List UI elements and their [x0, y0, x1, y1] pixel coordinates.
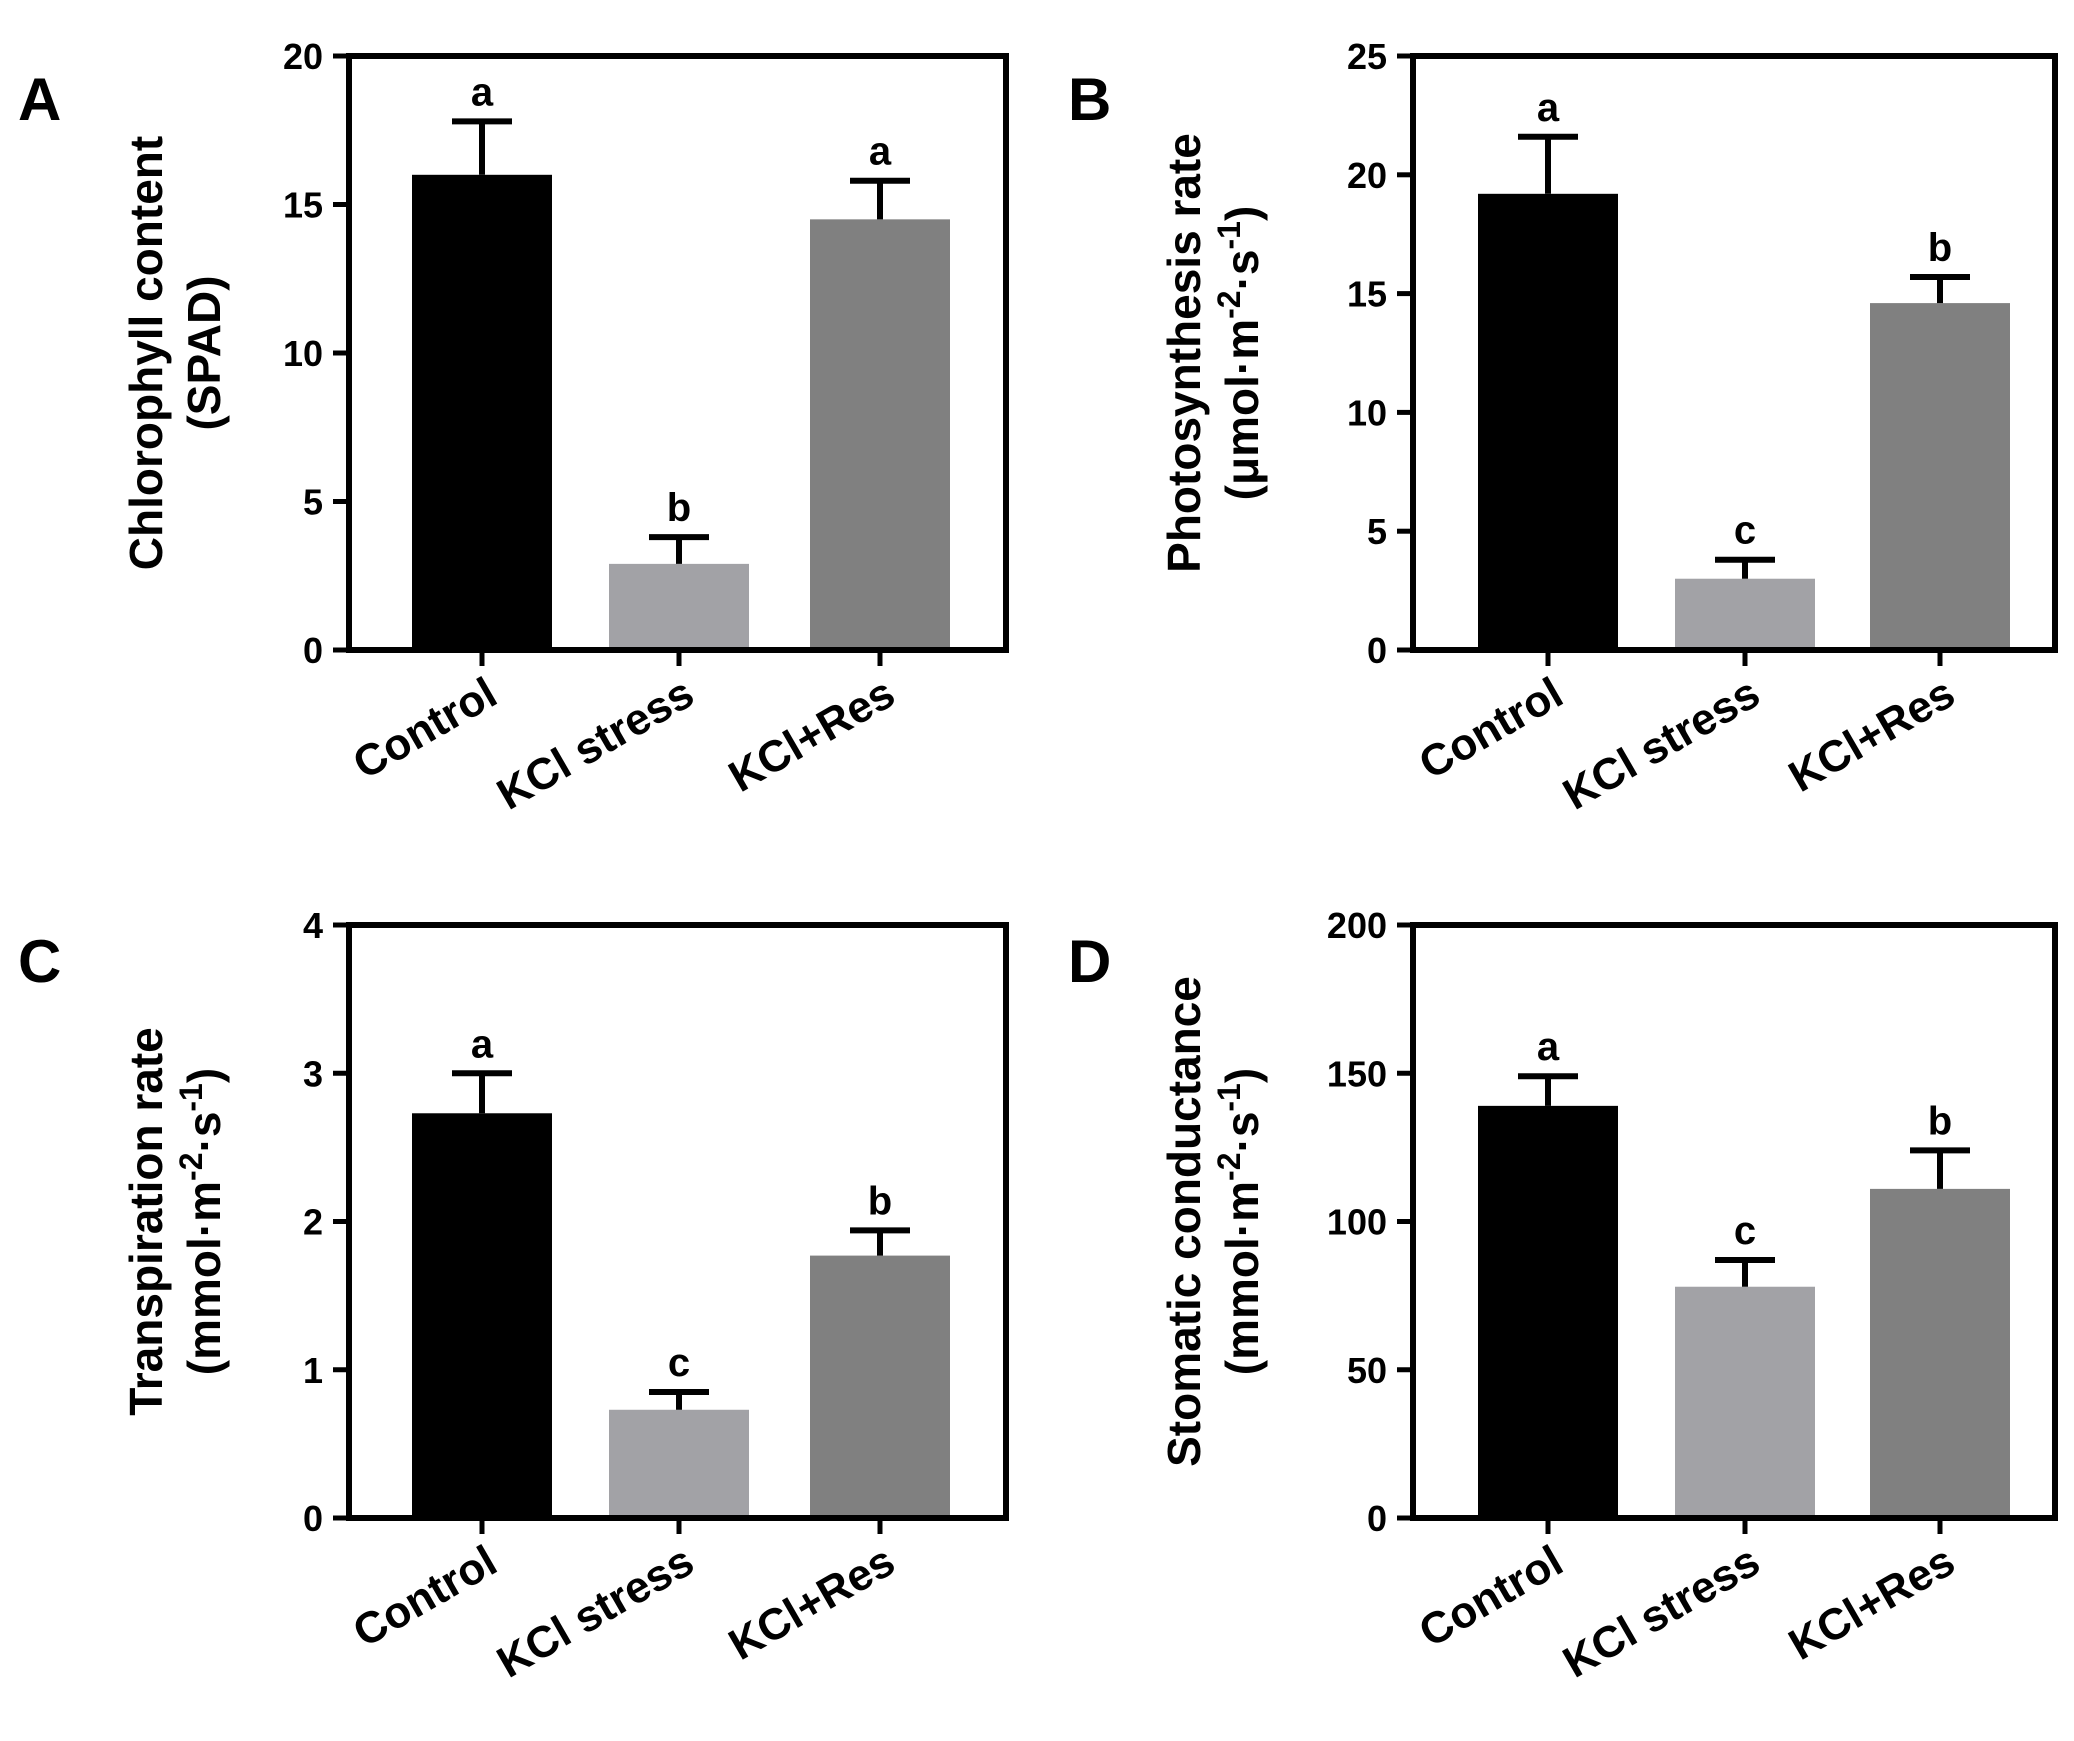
- bar-kcl-res: [1870, 303, 2010, 650]
- bar-kcl-res: [810, 219, 950, 650]
- bar-control: [1478, 1105, 1618, 1518]
- bar-kcl-res: [810, 1255, 950, 1518]
- x-tick-label: KCl stress: [1555, 1536, 1768, 1687]
- significance-letter: b: [868, 1179, 892, 1223]
- y-tick-label: 0: [1367, 1498, 1387, 1539]
- bar-kcl-stress: [609, 563, 749, 650]
- y-tick-label: 15: [283, 185, 323, 226]
- y-axis-label: (mmol·m-2·s-1): [173, 1068, 230, 1375]
- significance-letter: c: [1734, 1209, 1756, 1253]
- y-axis-label: (μmol·m-2·s-1): [1211, 206, 1268, 501]
- y-tick-label: 20: [1347, 155, 1387, 196]
- significance-letter: c: [1734, 509, 1756, 553]
- bar-control: [1478, 193, 1618, 651]
- y-tick-label: 4: [303, 905, 323, 946]
- panel-letter: A: [18, 66, 61, 133]
- bar-control: [412, 174, 552, 651]
- y-tick-label: 2: [303, 1202, 323, 1243]
- y-tick-label: 1: [303, 1350, 323, 1391]
- x-tick-label: KCl+Res: [1781, 668, 1963, 802]
- y-tick-label: 200: [1327, 905, 1387, 946]
- significance-letter: a: [1537, 1025, 1560, 1069]
- y-tick-label: 20: [283, 36, 323, 77]
- panel-letter: B: [1068, 66, 1111, 133]
- x-tick-label: KCl stress: [1555, 668, 1768, 819]
- significance-letter: b: [1928, 226, 1952, 270]
- y-tick-label: 150: [1327, 1053, 1387, 1094]
- y-axis-label: Chlorophyll content: [120, 136, 172, 570]
- x-tick-label: Control: [1411, 1536, 1571, 1657]
- x-tick-label: Control: [345, 1536, 505, 1657]
- x-tick-label: KCl stress: [489, 1536, 702, 1687]
- x-tick-label: KCl+Res: [1781, 1536, 1963, 1670]
- y-tick-label: 10: [1347, 392, 1387, 433]
- y-tick-label: 10: [283, 333, 323, 374]
- significance-letter: c: [668, 1341, 690, 1385]
- panel-d: Da Control c KCl stress b KCl+Res 0 50 100 150 200…: [1068, 905, 2058, 1687]
- y-axis-label: Photosynthesis rate: [1158, 133, 1210, 573]
- significance-letter: a: [1537, 86, 1560, 130]
- y-tick-label: 25: [1347, 36, 1387, 77]
- significance-letter: a: [471, 70, 494, 114]
- x-tick-label: KCl+Res: [721, 668, 903, 802]
- x-tick-label: Control: [345, 668, 505, 789]
- bar-kcl-stress: [609, 1409, 749, 1518]
- y-tick-label: 3: [303, 1053, 323, 1094]
- y-axis-label: Stomatic conductance: [1158, 976, 1210, 1467]
- y-axis-label: Transpiration rate: [120, 1027, 172, 1416]
- panel-c: Ca Control c KCl stress b KCl+Res 0 1 2 3 4 Transpi…: [18, 905, 1009, 1687]
- y-axis-label: (SPAD): [178, 275, 230, 430]
- bar-kcl-stress: [1675, 578, 1815, 650]
- panel-letter: D: [1068, 928, 1111, 995]
- y-tick-label: 15: [1347, 274, 1387, 315]
- y-tick-label: 0: [303, 1498, 323, 1539]
- y-axis-label: (mmol·m-2·s-1): [1211, 1068, 1268, 1375]
- x-tick-label: KCl stress: [489, 668, 702, 819]
- panel-letter: C: [18, 928, 61, 995]
- significance-letter: a: [471, 1022, 494, 1066]
- significance-letter: b: [667, 486, 691, 530]
- y-tick-label: 50: [1347, 1350, 1387, 1391]
- bar-kcl-res: [1870, 1188, 2010, 1518]
- y-tick-label: 5: [1367, 511, 1387, 552]
- significance-letter: b: [1928, 1099, 1952, 1143]
- y-tick-label: 5: [303, 482, 323, 523]
- significance-letter: a: [869, 130, 892, 174]
- bar-kcl-stress: [1675, 1286, 1815, 1518]
- y-tick-label: 0: [1367, 630, 1387, 671]
- x-tick-label: KCl+Res: [721, 1536, 903, 1670]
- bar-control: [412, 1113, 552, 1518]
- x-tick-label: Control: [1411, 668, 1571, 789]
- plot-frame: [1410, 53, 2058, 653]
- y-tick-label: 100: [1327, 1202, 1387, 1243]
- y-tick-label: 0: [303, 630, 323, 671]
